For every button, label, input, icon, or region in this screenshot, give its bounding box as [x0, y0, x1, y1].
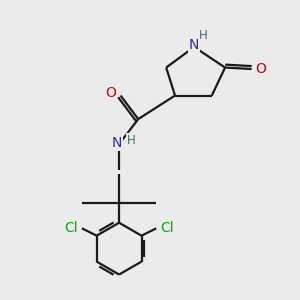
- Text: H: H: [199, 29, 207, 42]
- Text: Cl: Cl: [160, 221, 174, 235]
- Text: O: O: [256, 62, 266, 76]
- Text: H: H: [127, 134, 136, 147]
- Text: N: N: [112, 136, 122, 150]
- Text: O: O: [106, 86, 117, 100]
- Text: Cl: Cl: [64, 221, 77, 235]
- Text: N: N: [189, 38, 200, 52]
